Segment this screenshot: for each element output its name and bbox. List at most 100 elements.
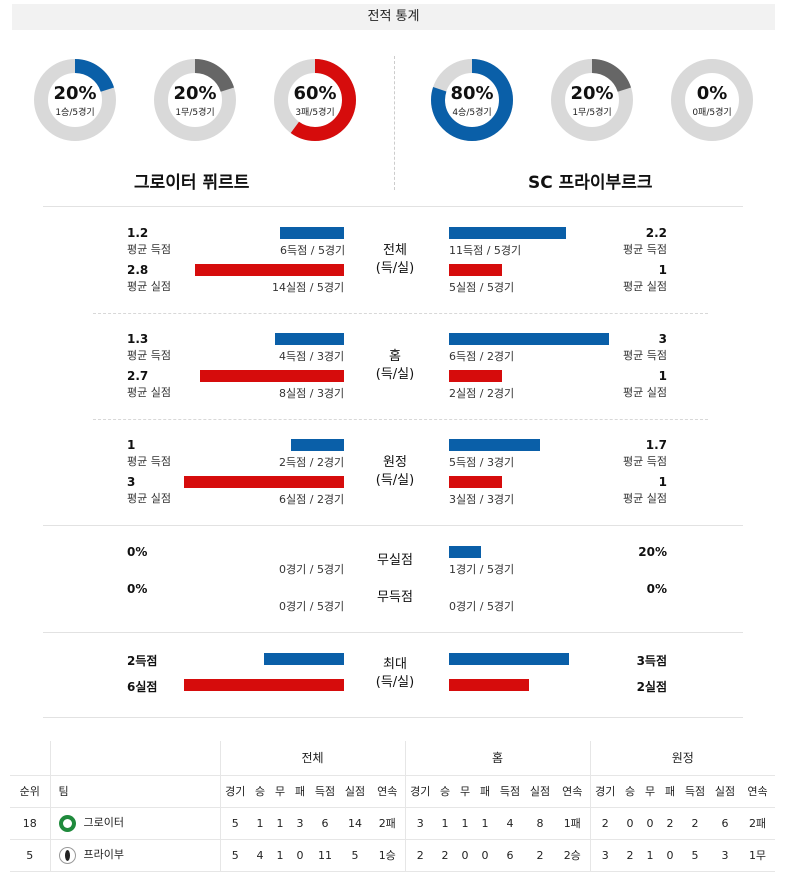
stat-cell: 2 (680, 807, 710, 840)
home-avg-scored-label: 평균 득점 (127, 349, 171, 362)
away-draw-donut: 20% 1무/5경기 (550, 58, 634, 142)
col-header: 득점 (495, 774, 525, 808)
donut-percent: 60% (293, 83, 337, 104)
home-scored-detail: 2득점 / 2경기 (279, 456, 345, 469)
section-label: 원정 (득/실) (365, 454, 425, 490)
col-header: 경기 (404, 774, 435, 808)
standings-table: 전체 홈 원정 순위 팀 경기 승 무 패 득점 실점 연속 경기 승 무 패 … (10, 741, 775, 872)
donut-detail: 1무/5경기 (572, 108, 612, 118)
col-header: 득점 (310, 774, 340, 808)
section-label-2: (득/실) (375, 473, 415, 488)
home-no-score-detail: 0경기 / 5경기 (279, 600, 345, 613)
home-max-conceded-bar (184, 679, 344, 691)
home-avg-conceded-label: 평균 실점 (127, 280, 171, 293)
divider (43, 717, 743, 718)
home-avg-scored: 1.2 (127, 226, 149, 240)
donut-detail: 1무/5경기 (175, 108, 215, 118)
stat-cell: 14 (340, 807, 370, 840)
away-avg-conceded: 1 (658, 263, 667, 277)
section-label-2: (득/실) (375, 675, 415, 690)
stat-cell: 1승 (370, 839, 405, 872)
home-no-score-pct: 0% (127, 582, 148, 596)
donut-percent: 20% (570, 83, 614, 104)
donut-chart (671, 59, 753, 141)
team-cell[interactable]: 프라이부 (49, 839, 220, 872)
group-header-row: 전체 홈 원정 (10, 741, 775, 775)
stat-cell: 5 (219, 807, 250, 840)
donut-percent: 20% (173, 83, 217, 104)
stat-cell: 5 (219, 839, 250, 872)
away-avg-scored-label: 평균 득점 (623, 455, 667, 468)
column-header-row: 순위 팀 경기 승 무 패 득점 실점 연속 경기 승 무 패 득점 실점 연속… (10, 774, 775, 808)
donut-arc (154, 59, 236, 141)
home-scored-bar (275, 333, 344, 345)
home-conceded-detail: 8실점 / 3경기 (279, 387, 345, 400)
home-clean-sheet-detail: 0경기 / 5경기 (279, 563, 345, 576)
away-conceded-bar (449, 476, 502, 488)
stat-cell: 2패 (740, 807, 775, 840)
away-avg-conceded: 1 (658, 369, 667, 383)
rank-cell: 18 (10, 807, 50, 840)
stat-cell: 2승 (555, 839, 590, 872)
donut-chart (34, 59, 116, 141)
stat-cell: 11 (310, 839, 340, 872)
divider (43, 525, 743, 526)
divider (43, 206, 743, 207)
donut-percent: 80% (450, 83, 494, 104)
away-clean-sheet-detail: 1경기 / 5경기 (449, 563, 515, 576)
away-scored-detail: 11득점 / 5경기 (449, 244, 522, 257)
no-score-label: 무득점 (377, 590, 413, 605)
table-row: 18 그로이터 5 1 1 3 6 14 2패 3 1 1 1 4 8 1패 2… (10, 807, 775, 840)
stat-cell: 2 (660, 807, 680, 840)
stat-cell: 1 (435, 807, 455, 840)
donut-chart (431, 59, 513, 141)
home-avg-conceded-label: 평균 실점 (127, 386, 171, 399)
away-clean-sheet-bar (449, 546, 481, 558)
donut-detail: 3패/5경기 (295, 108, 335, 118)
home-conceded-bar (200, 370, 344, 382)
col-header: 무 (640, 774, 660, 808)
section-label-2: (득/실) (375, 261, 415, 276)
home-avg-conceded: 2.7 (127, 369, 149, 383)
home-clean-sheet-pct: 0% (127, 545, 148, 559)
home-scored-bar (280, 227, 344, 239)
stat-cell: 3 (404, 807, 435, 840)
stat-cell: 1 (250, 807, 270, 840)
col-header: 승 (435, 774, 455, 808)
col-header: 승 (620, 774, 640, 808)
rank-header: 순위 (10, 774, 50, 808)
home-scored-detail: 6득점 / 5경기 (280, 244, 346, 257)
col-header: 패 (475, 774, 495, 808)
away-avg-conceded: 1 (658, 475, 667, 489)
away-win-donut: 80% 4승/5경기 (430, 58, 514, 142)
away-scored-bar (449, 333, 609, 345)
away-avg-scored-label: 평균 득점 (623, 243, 667, 256)
stat-cell: 2 (589, 807, 620, 840)
stat-cell: 0 (455, 839, 475, 872)
col-header: 실점 (710, 774, 740, 808)
away-avg-scored: 2.2 (645, 226, 667, 240)
donut-chart (154, 59, 236, 141)
home-team-name: 그로이터 퓌르트 (134, 173, 250, 193)
stat-cell: 0 (620, 807, 640, 840)
section-label-1: 홈 (389, 349, 401, 364)
group-away: 원정 (589, 741, 775, 775)
home-conceded-bar (195, 264, 344, 276)
away-conceded-detail: 5실점 / 5경기 (449, 281, 515, 294)
away-max-conceded: 2실점 (636, 680, 667, 694)
stat-cell: 6 (710, 807, 740, 840)
home-draw-donut: 20% 1무/5경기 (153, 58, 237, 142)
stat-cell: 1무 (740, 839, 775, 872)
team-cell[interactable]: 그로이터 (49, 807, 220, 840)
donut-detail: 0패/5경기 (692, 108, 732, 118)
freiburg-logo-icon (58, 846, 76, 864)
away-scored-detail: 6득점 / 2경기 (449, 350, 515, 363)
col-header: 연속 (370, 774, 405, 808)
section-label-2: (득/실) (375, 367, 415, 382)
stat-cell: 4 (495, 807, 525, 840)
stat-cell: 2 (620, 839, 640, 872)
stat-cell: 1 (640, 839, 660, 872)
home-conceded-detail: 6실점 / 2경기 (279, 493, 345, 506)
donut-detail: 4승/5경기 (452, 108, 492, 118)
col-header: 실점 (340, 774, 370, 808)
